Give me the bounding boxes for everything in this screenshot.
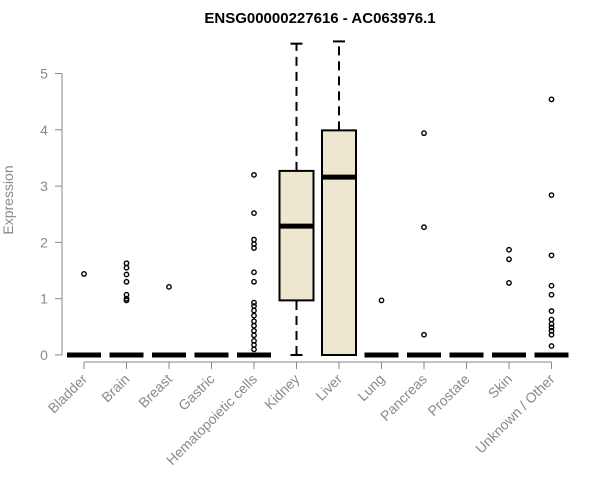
x-tick-label: Skin — [485, 371, 516, 402]
outlier-point — [251, 303, 257, 309]
x-tick-label: Brain — [98, 371, 132, 405]
outlier-point — [123, 297, 130, 304]
chart-title: ENSG00000227616 - AC063976.1 — [204, 10, 435, 27]
outlier-point — [548, 308, 555, 314]
outlier-point — [251, 312, 257, 319]
outlier-point — [123, 260, 130, 267]
y-axis: 0 1 2 3 4 5 — [40, 66, 63, 363]
outlier-point — [506, 280, 512, 286]
outlier-point — [123, 271, 130, 278]
outlier-point — [421, 224, 427, 231]
outlier-point — [548, 96, 555, 103]
outlier-point — [251, 210, 257, 217]
outlier-point — [548, 321, 555, 327]
y-tick-label: 5 — [40, 66, 48, 82]
x-tick-label: Liver — [312, 371, 345, 404]
box-group — [67, 271, 101, 358]
x-tick-label: Kidney — [261, 371, 303, 413]
x-tick-label: Lung — [354, 371, 387, 404]
x-tick-label: Pancreas — [377, 371, 430, 424]
x-tick-label: Prostate — [424, 371, 472, 419]
outlier-point — [251, 299, 257, 306]
x-tick-label: Breast — [135, 371, 175, 411]
box-group — [278, 42, 315, 356]
outlier-point — [251, 346, 257, 353]
outlier-point — [251, 318, 257, 325]
outlier-point — [251, 327, 257, 334]
box-group — [321, 40, 357, 356]
outlier-point — [251, 322, 257, 329]
outlier-point — [251, 341, 257, 348]
outlier-point — [548, 324, 555, 331]
outlier-point — [166, 283, 172, 290]
outlier-point — [548, 282, 555, 289]
outlier-point — [506, 256, 512, 263]
outlier-point — [548, 192, 555, 199]
outlier-point — [548, 291, 555, 298]
x-tick-label: Unknown / Other — [472, 371, 558, 457]
y-tick-label: 4 — [40, 122, 48, 138]
box-iqr — [321, 129, 357, 356]
outlier-point — [251, 245, 257, 251]
outlier-point — [548, 343, 555, 349]
outlier-point — [81, 271, 87, 277]
outlier-point — [548, 331, 555, 338]
box-group — [152, 283, 186, 358]
outlier-point — [251, 278, 257, 285]
outlier-point — [548, 316, 555, 323]
y-axis-label: Expression — [0, 165, 16, 234]
outlier-point — [506, 246, 512, 253]
outlier-point — [421, 130, 427, 137]
y-tick-label: 0 — [40, 347, 48, 363]
outlier-point — [548, 252, 555, 259]
outlier-point — [251, 236, 257, 243]
outlier-point — [123, 278, 130, 285]
outlier-point — [421, 331, 427, 338]
y-tick-label: 1 — [40, 291, 48, 307]
y-tick-label: 2 — [40, 234, 48, 250]
outlier-point — [123, 264, 130, 271]
outlier-point — [251, 269, 257, 276]
y-tick-label: 3 — [40, 178, 48, 194]
box-group — [407, 130, 441, 358]
box-group — [492, 246, 526, 358]
outlier-point — [251, 171, 257, 178]
box-group — [364, 297, 399, 358]
box-series — [67, 40, 569, 358]
box-group — [237, 171, 271, 358]
outlier-point — [378, 297, 385, 304]
box-iqr — [278, 169, 315, 302]
outlier-point — [251, 307, 257, 314]
x-tick-label: Bladder — [45, 371, 91, 417]
box-group — [109, 260, 144, 358]
box-group — [534, 96, 569, 358]
outlier-point — [251, 332, 257, 339]
